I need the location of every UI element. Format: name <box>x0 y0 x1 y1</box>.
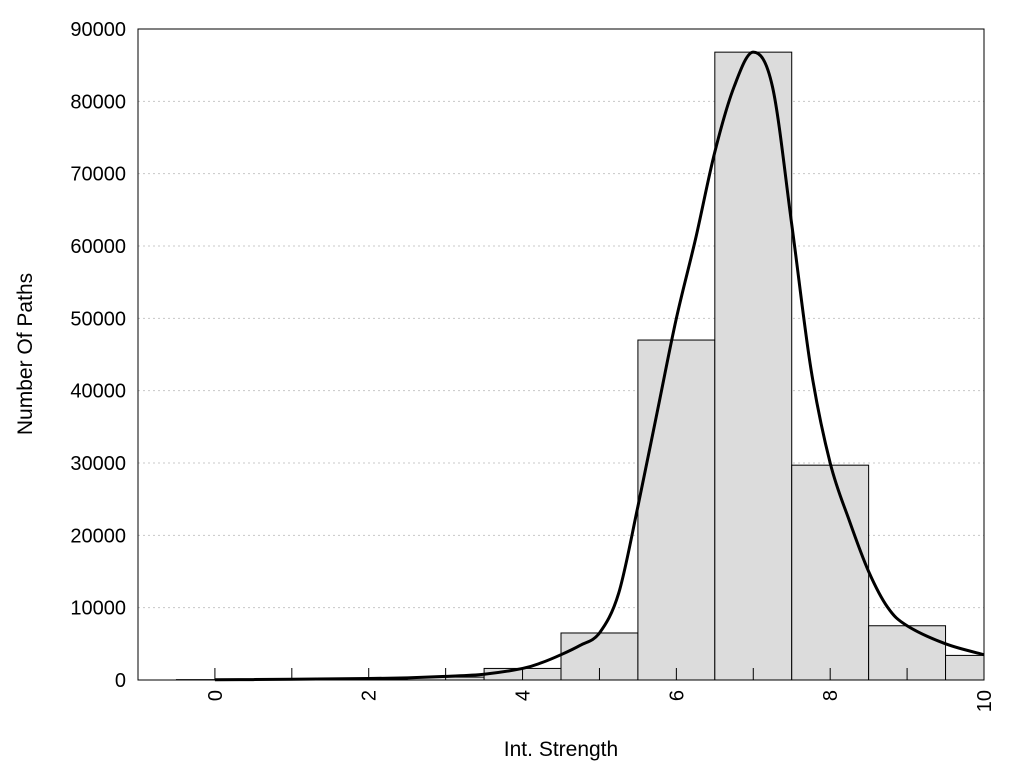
x-tick-label: 8 <box>820 690 842 701</box>
x-tick-label: 6 <box>666 690 688 701</box>
y-tick-label: 30000 <box>70 453 126 475</box>
y-axis-title: Number Of Paths <box>14 273 37 435</box>
histogram-bar <box>791 464 870 681</box>
plot-frame <box>137 28 985 681</box>
y-tick-label: 60000 <box>70 236 126 258</box>
histogram-bar <box>945 654 985 681</box>
histogram-bar <box>714 51 793 681</box>
x-axis-title: Int. Strength <box>504 738 618 761</box>
y-tick-label: 70000 <box>70 164 126 186</box>
x-tick-label: 10 <box>974 690 996 712</box>
bars <box>175 51 985 681</box>
y-axis-ticks: 0 10000 20000 30000 40000 50000 60000 70000 8000… <box>70 19 126 692</box>
x-tick-label: 0 <box>205 690 227 701</box>
y-tick-label: 0 <box>115 670 126 692</box>
x-tick-label: 4 <box>513 690 535 701</box>
y-tick-label: 90000 <box>70 19 126 41</box>
x-tick-label: 2 <box>359 690 381 701</box>
y-tick-label: 50000 <box>70 308 126 330</box>
y-tick-label: 20000 <box>70 525 126 547</box>
density-curve <box>214 50 985 682</box>
y-tick-label: 80000 <box>70 91 126 113</box>
y-tick-label: 40000 <box>70 381 126 403</box>
x-axis-ticks: 0 2 4 6 8 10 <box>205 668 996 712</box>
y-tick-label: 10000 <box>70 598 126 620</box>
histogram-bar <box>637 339 716 681</box>
density-curve-layer <box>214 50 985 682</box>
